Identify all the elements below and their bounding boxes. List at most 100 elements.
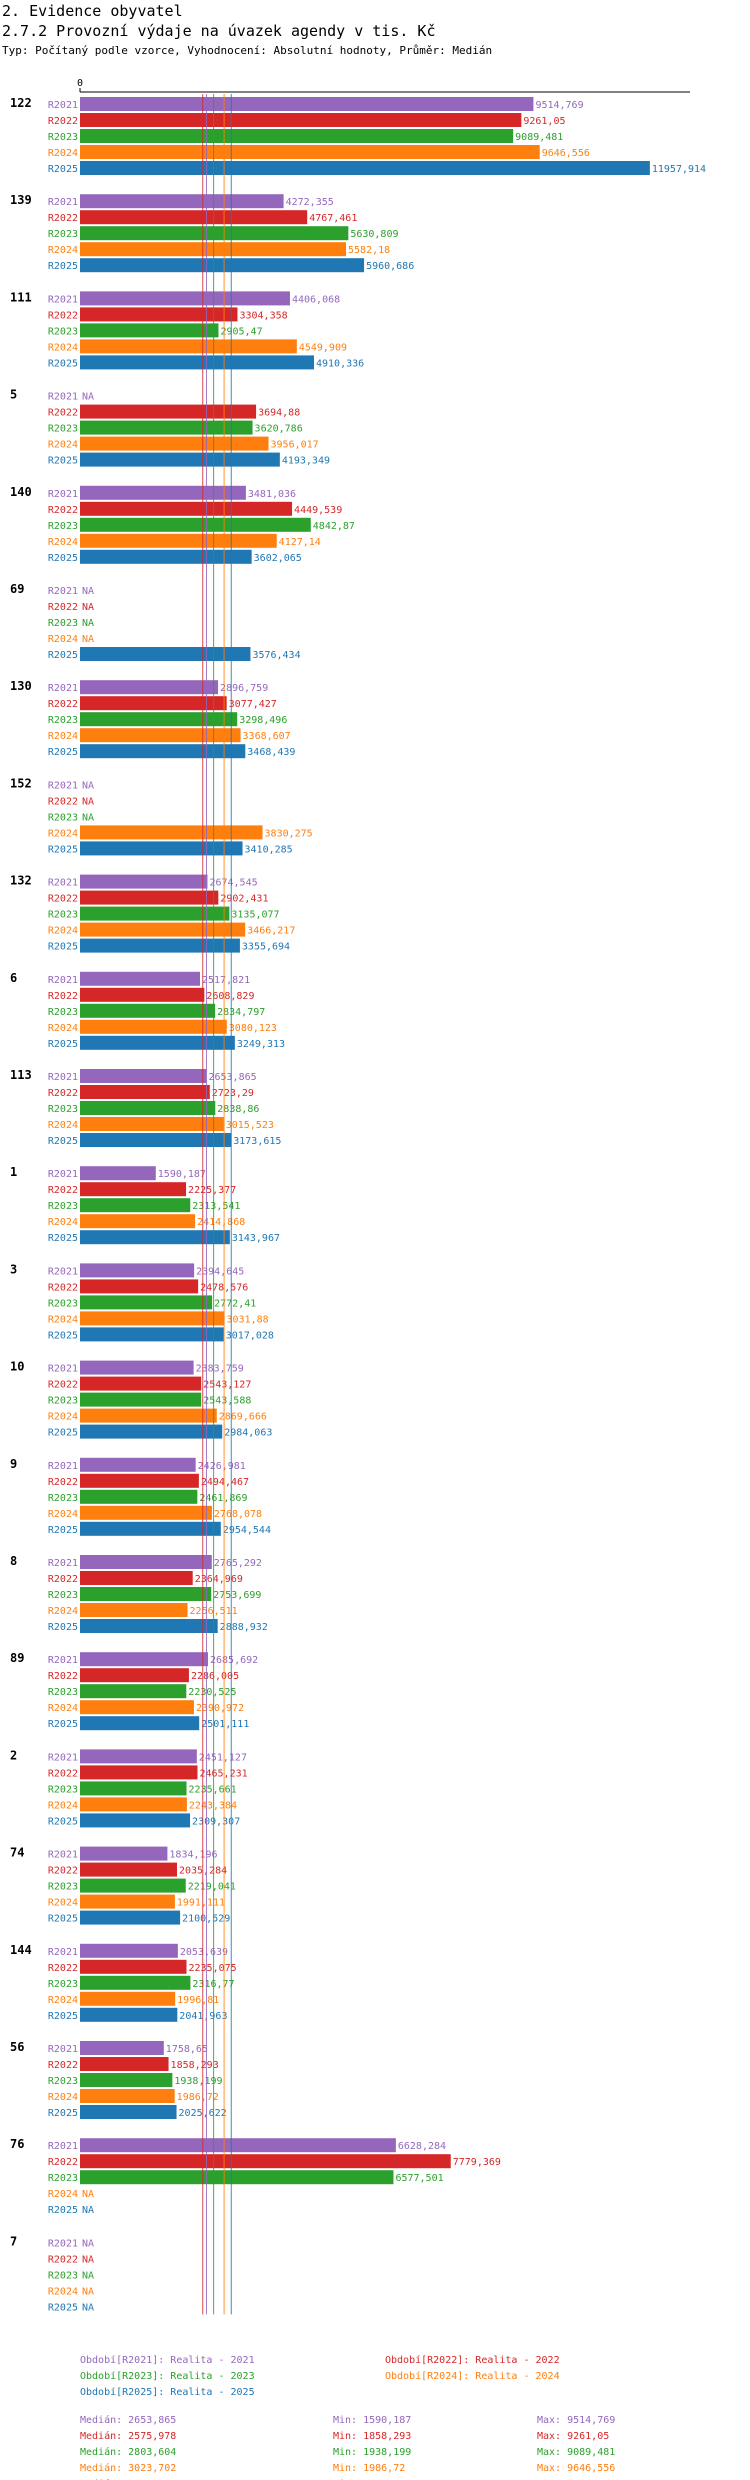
legend-item: Období[R2021]: Realita - 2021 xyxy=(80,2354,255,2366)
data-label: 4549,909 xyxy=(299,342,347,353)
series-label: R2023 xyxy=(48,715,78,726)
data-label: 2543,588 xyxy=(203,1396,251,1407)
bar xyxy=(80,194,284,209)
data-label: 2517,821 xyxy=(202,975,250,986)
data-label: 3249,313 xyxy=(237,1039,285,1050)
group-label: 5 xyxy=(10,388,17,402)
series-label: R2025 xyxy=(48,2011,78,2022)
data-label: 4842,87 xyxy=(313,521,355,532)
series-label: R2021 xyxy=(48,1461,78,1472)
bar xyxy=(80,226,349,241)
series-label: R2021 xyxy=(48,2141,78,2152)
data-label: 2461,869 xyxy=(199,1493,247,1504)
series-label: R2023 xyxy=(48,910,78,921)
bar xyxy=(80,436,269,451)
series-label: R2025 xyxy=(48,942,78,953)
bar xyxy=(80,1069,207,1083)
data-label: NA xyxy=(82,812,94,823)
legend-item: Období[R2023]: Realita - 2023 xyxy=(80,2370,255,2382)
bar xyxy=(80,2007,178,2022)
bar xyxy=(80,501,293,516)
series-label: R2023 xyxy=(48,1104,78,1115)
bar xyxy=(80,874,208,889)
group-label: 89 xyxy=(10,1651,24,1665)
bar xyxy=(80,744,246,759)
bar xyxy=(80,1505,212,1520)
series-label: R2022 xyxy=(48,894,78,905)
bar xyxy=(80,2089,175,2103)
data-label: 4767,461 xyxy=(309,213,357,224)
bar xyxy=(80,2170,394,2185)
data-label: 5960,686 xyxy=(366,261,414,272)
data-label: NA xyxy=(82,2254,94,2265)
data-label: 9646,556 xyxy=(542,148,590,159)
data-label: 3468,439 xyxy=(247,747,295,758)
series-label: R2025 xyxy=(48,747,78,758)
data-label: 2364,969 xyxy=(195,1574,243,1585)
series-label: R2022 xyxy=(48,699,78,710)
bar xyxy=(80,1327,224,1342)
data-label: 2685,692 xyxy=(210,1655,258,1666)
stat-median: Medián: 3023,702 xyxy=(80,2462,176,2474)
series-label: R2021 xyxy=(48,2238,78,2249)
bar xyxy=(80,210,308,225)
x-axis-zero-label: 0 xyxy=(77,78,83,89)
group-label: 122 xyxy=(10,96,32,110)
group-label: 3 xyxy=(10,1262,17,1276)
data-label: NA xyxy=(82,2270,94,2281)
series-label: R2023 xyxy=(48,1784,78,1795)
series-label: R2025 xyxy=(48,261,78,272)
series-label: R2022 xyxy=(48,796,78,807)
bar xyxy=(80,1182,187,1197)
chart-subtitle: Typ: Počítaný podle vzorce, Vyhodnocení:… xyxy=(2,44,493,57)
series-label: R2025 xyxy=(48,1233,78,1244)
bar xyxy=(80,1943,178,1958)
series-label: R2023 xyxy=(48,812,78,823)
series-label: R2021 xyxy=(48,586,78,597)
data-label: 4910,336 xyxy=(316,358,364,369)
series-label: R2023 xyxy=(48,618,78,629)
series-label: R2022 xyxy=(48,1866,78,1877)
group-label: 144 xyxy=(10,1943,32,1957)
bar xyxy=(80,1003,216,1018)
bar xyxy=(80,1117,224,1131)
data-label: 2053,639 xyxy=(180,1947,228,1958)
series-label: R2025 xyxy=(48,1039,78,1050)
bar xyxy=(80,1489,198,1504)
series-label: R2021 xyxy=(48,878,78,889)
series-label: R2023 xyxy=(48,2270,78,2281)
data-label: 2451,127 xyxy=(199,1752,247,1763)
bar xyxy=(80,1424,223,1439)
bar xyxy=(80,355,315,370)
bar xyxy=(80,1311,225,1326)
bar xyxy=(80,404,257,419)
stat-median: Medián: 3173,615 xyxy=(80,2478,176,2480)
bar xyxy=(80,1652,208,1667)
bar xyxy=(80,420,253,435)
stat-max: Max: 9646,556 xyxy=(537,2463,615,2474)
bar xyxy=(80,938,240,953)
data-label: 1991,111 xyxy=(177,1898,225,1909)
stat-median: Medián: 2653,865 xyxy=(80,2414,176,2426)
bar xyxy=(80,1668,189,1683)
data-label: 3080,123 xyxy=(229,1023,277,1034)
series-label: R2021 xyxy=(48,1947,78,1958)
data-label: 2723,29 xyxy=(212,1088,254,1099)
data-label: 4449,539 xyxy=(294,505,342,516)
series-label: R2025 xyxy=(48,358,78,369)
series-label: R2024 xyxy=(48,148,78,159)
series-label: R2023 xyxy=(48,229,78,240)
data-label: 1834,196 xyxy=(169,1850,217,1861)
data-label: 2543,127 xyxy=(203,1380,251,1391)
data-label: 2243,384 xyxy=(189,1800,237,1811)
bar xyxy=(80,1910,181,1925)
series-label: R2024 xyxy=(48,440,78,451)
series-label: R2022 xyxy=(48,1185,78,1196)
bar xyxy=(80,1797,187,1812)
stat-median: Medián: 2575,978 xyxy=(80,2430,176,2442)
section-heading: 2. Evidence obyvatel xyxy=(2,2,183,20)
series-label: R2021 xyxy=(48,1850,78,1861)
series-label: R2023 xyxy=(48,326,78,337)
series-label: R2022 xyxy=(48,2254,78,2265)
bar xyxy=(80,533,277,548)
